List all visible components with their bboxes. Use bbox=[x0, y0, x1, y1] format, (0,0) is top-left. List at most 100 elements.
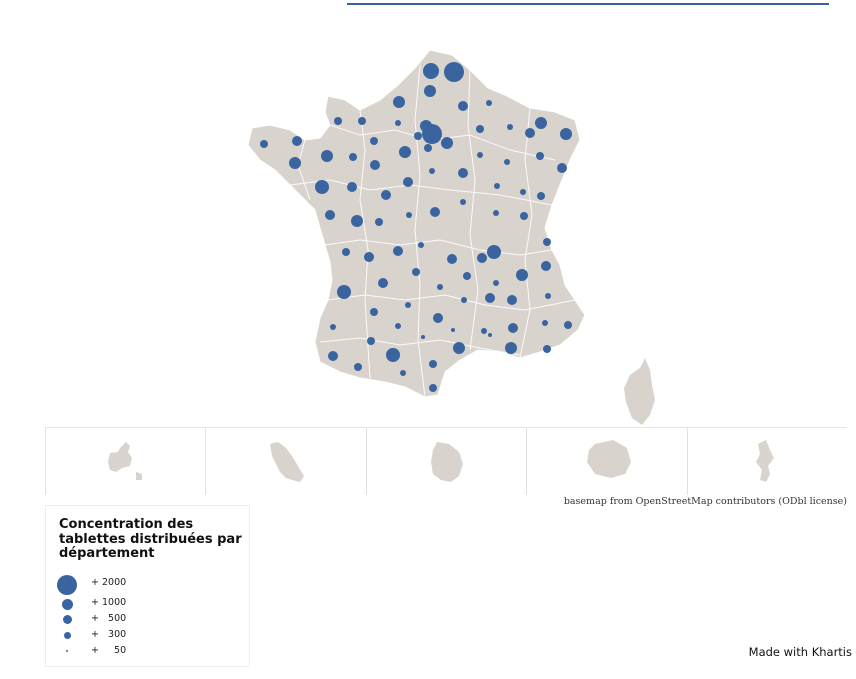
departement-symbol bbox=[485, 293, 495, 303]
departement-symbol bbox=[429, 360, 437, 368]
departement-symbol bbox=[494, 183, 500, 189]
legend-item-2000: + 2000 bbox=[46, 575, 246, 595]
departement-symbol bbox=[337, 285, 351, 299]
departement-symbol bbox=[422, 124, 442, 144]
departement-symbol bbox=[460, 199, 466, 205]
departement-symbol bbox=[505, 342, 517, 354]
departement-symbol bbox=[461, 297, 467, 303]
departement-symbol bbox=[520, 189, 526, 195]
departement-symbol bbox=[560, 128, 572, 140]
departement-symbol bbox=[375, 218, 383, 226]
departement-symbol bbox=[477, 152, 483, 158]
departement-symbol bbox=[403, 177, 413, 187]
departement-symbol bbox=[516, 269, 528, 281]
departement-symbol bbox=[541, 261, 551, 271]
departement-symbol bbox=[325, 210, 335, 220]
legend-circle-1000 bbox=[62, 599, 73, 610]
departement-symbol bbox=[545, 293, 551, 299]
departement-symbol bbox=[354, 363, 362, 371]
legend-item-50: + 50 bbox=[46, 644, 246, 660]
departement-symbol bbox=[451, 328, 455, 332]
departement-symbol bbox=[364, 252, 374, 262]
made-with-credit: Made with Khartis bbox=[748, 645, 852, 659]
departement-symbol bbox=[542, 320, 548, 326]
departement-symbol bbox=[447, 254, 457, 264]
departement-symbol bbox=[347, 182, 357, 192]
departement-symbol bbox=[328, 351, 338, 361]
departement-symbol bbox=[535, 117, 547, 129]
departement-symbol bbox=[444, 62, 464, 82]
departement-symbol bbox=[477, 253, 487, 263]
departement-symbol bbox=[429, 384, 437, 392]
departement-symbol bbox=[370, 137, 378, 145]
legend-label-1000: + 1000 bbox=[91, 597, 127, 608]
inset-mayotte bbox=[687, 428, 848, 495]
overseas-insets bbox=[45, 427, 847, 495]
departement-symbol bbox=[430, 207, 440, 217]
header-rule bbox=[347, 3, 829, 5]
legend-circle-2000 bbox=[57, 575, 77, 595]
departement-symbol bbox=[393, 96, 405, 108]
inset-guyane bbox=[366, 428, 527, 495]
departement-symbol bbox=[418, 242, 424, 248]
departement-symbol bbox=[424, 144, 432, 152]
legend-title: Concentration des tablettes distribuées … bbox=[59, 517, 242, 561]
departement-symbol bbox=[493, 210, 499, 216]
departement-symbol bbox=[525, 128, 535, 138]
reunion-shape bbox=[587, 440, 631, 478]
legend-label-50: + 50 bbox=[91, 645, 127, 656]
legend-item-300: + 300 bbox=[46, 628, 246, 644]
corsica bbox=[624, 358, 655, 425]
departement-symbol bbox=[393, 246, 403, 256]
departement-symbol bbox=[406, 212, 412, 218]
departement-symbol bbox=[481, 328, 487, 334]
departement-symbol bbox=[424, 85, 436, 97]
legend-circle-300 bbox=[64, 632, 71, 639]
legend-label-2000: + 2000 bbox=[91, 577, 127, 588]
inset-martinique bbox=[205, 428, 367, 495]
departement-symbol bbox=[437, 284, 443, 290]
inset-guadeloupe bbox=[45, 428, 206, 495]
departement-symbol bbox=[321, 150, 333, 162]
departement-symbol bbox=[441, 137, 453, 149]
legend-circle-50 bbox=[66, 650, 68, 652]
departement-symbol bbox=[381, 190, 391, 200]
departement-symbol bbox=[476, 125, 484, 133]
departement-symbol bbox=[537, 192, 545, 200]
martinique-shape bbox=[270, 442, 304, 482]
departement-symbol bbox=[400, 370, 406, 376]
departement-symbols bbox=[260, 62, 572, 392]
departement-symbol bbox=[334, 117, 342, 125]
guyane-shape bbox=[431, 442, 463, 482]
departement-symbol bbox=[414, 132, 422, 140]
mayotte-shape bbox=[756, 440, 774, 482]
departement-symbol bbox=[564, 321, 572, 329]
departement-symbol bbox=[493, 280, 499, 286]
departement-symbol bbox=[395, 323, 401, 329]
departement-symbol bbox=[330, 324, 336, 330]
departement-symbol bbox=[504, 159, 510, 165]
france-map bbox=[247, 49, 655, 425]
departement-symbol bbox=[405, 302, 411, 308]
departement-symbol bbox=[458, 168, 468, 178]
departement-symbol bbox=[520, 212, 528, 220]
departement-symbol bbox=[507, 295, 517, 305]
departement-symbol bbox=[342, 248, 350, 256]
legend-circle-500 bbox=[63, 615, 72, 624]
departement-symbol bbox=[395, 120, 401, 126]
departement-symbol bbox=[458, 101, 468, 111]
departement-symbol bbox=[349, 153, 357, 161]
departement-symbol bbox=[351, 215, 363, 227]
departement-symbol bbox=[423, 63, 439, 79]
departement-symbol bbox=[370, 160, 380, 170]
departement-symbol bbox=[433, 313, 443, 323]
departement-symbol bbox=[386, 348, 400, 362]
departement-symbol bbox=[412, 268, 420, 276]
departement-symbol bbox=[289, 157, 301, 169]
departement-symbol bbox=[315, 180, 329, 194]
departement-symbol bbox=[508, 323, 518, 333]
departement-symbol bbox=[370, 308, 378, 316]
departement-symbol bbox=[557, 163, 567, 173]
departement-symbol bbox=[543, 238, 551, 246]
departement-symbol bbox=[292, 136, 302, 146]
